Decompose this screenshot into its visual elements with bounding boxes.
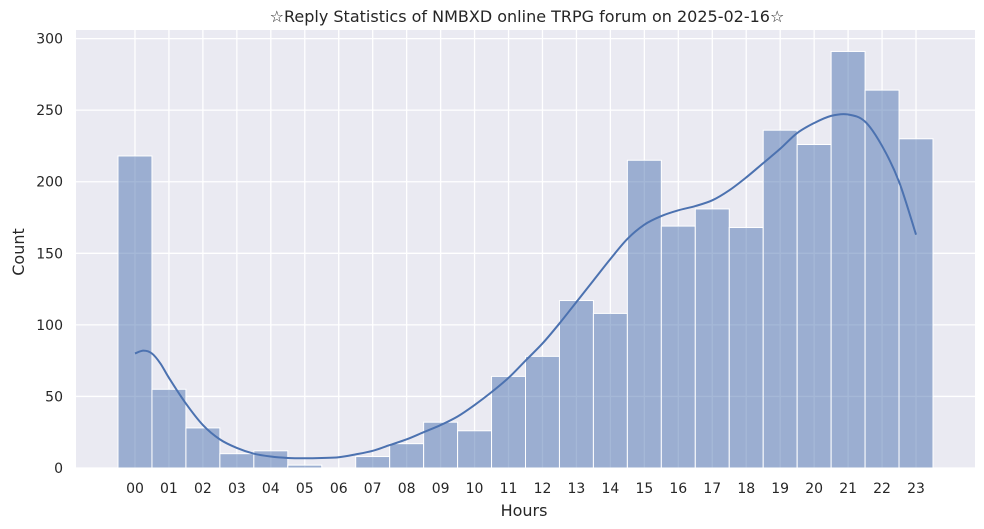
bar [457, 430, 493, 469]
y-tick-label: 150 [36, 246, 63, 262]
x-tick-label: 01 [160, 481, 178, 497]
x-tick-label: 03 [228, 481, 246, 497]
bar [898, 138, 934, 469]
x-tick-label: 21 [839, 481, 857, 497]
x-tick-label: 18 [737, 481, 755, 497]
bar [491, 375, 526, 469]
x-tick-label: 11 [500, 481, 518, 497]
bar [626, 159, 662, 469]
y-tick-label: 0 [54, 461, 63, 477]
bar [355, 456, 391, 469]
x-tick-label: 08 [398, 481, 416, 497]
x-tick-label: 07 [364, 481, 382, 497]
x-tick-label: 02 [194, 481, 212, 497]
x-tick-label: 19 [771, 481, 789, 497]
x-tick-label: 04 [262, 481, 280, 497]
x-tick-labels: 00 01 02 03 04 05 06 07 08 09 10 11 12 13 14 15 16 17 18 19… [126, 481, 925, 497]
x-tick-label: 06 [330, 481, 348, 497]
bar [762, 129, 798, 469]
bar [592, 312, 628, 469]
bar [151, 388, 187, 469]
chart-title: ☆Reply Statistics of NMBXD online TRPG f… [270, 7, 785, 26]
bar [117, 155, 153, 469]
bar [728, 227, 764, 469]
y-tick-label: 50 [45, 389, 63, 405]
y-axis-title: Count [9, 228, 28, 276]
x-tick-label: 22 [873, 481, 891, 497]
x-tick-label: 20 [805, 481, 823, 497]
y-tick-labels: 0 50 100 150 200 250 300 [36, 32, 63, 477]
bar [660, 225, 696, 469]
bar [287, 464, 323, 469]
x-tick-label: 17 [703, 481, 721, 497]
bar [558, 300, 594, 469]
bar [694, 208, 730, 469]
y-tick-label: 100 [36, 318, 63, 334]
y-tick-label: 200 [36, 175, 63, 191]
bar [796, 144, 832, 469]
bar [389, 443, 425, 469]
bars [117, 50, 934, 469]
x-tick-label: 09 [432, 481, 450, 497]
bar [185, 427, 221, 469]
x-tick-label: 05 [296, 481, 314, 497]
x-tick-label: 23 [907, 481, 925, 497]
bar [219, 453, 255, 469]
x-tick-label: 15 [635, 481, 653, 497]
x-tick-label: 14 [601, 481, 619, 497]
kde-line [134, 113, 917, 460]
x-tick-label: 13 [568, 481, 586, 497]
x-tick-label: 16 [669, 481, 687, 497]
bar [253, 450, 289, 469]
y-tick-label: 300 [36, 32, 63, 48]
x-tick-label: 10 [466, 481, 484, 497]
bar [525, 355, 560, 469]
x-axis-title: Hours [501, 501, 548, 520]
x-tick-label: 12 [534, 481, 552, 497]
x-tick-label: 00 [126, 481, 144, 497]
y-tick-label: 250 [36, 103, 63, 119]
